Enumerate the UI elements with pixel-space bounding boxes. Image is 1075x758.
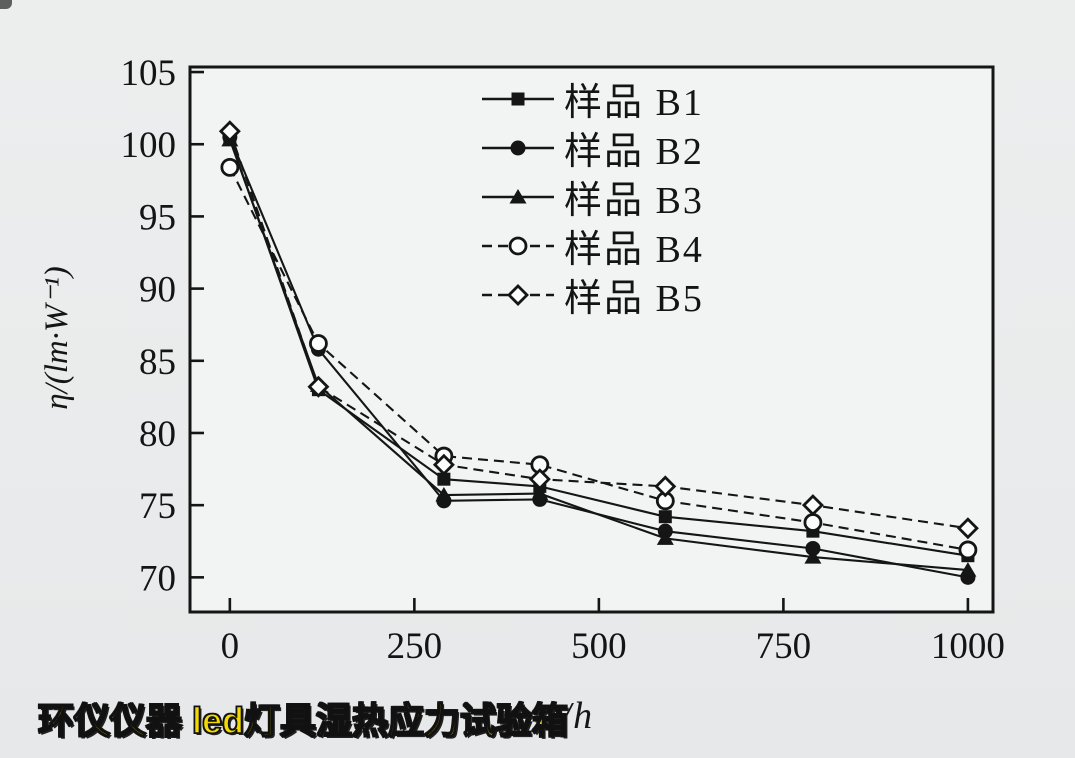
x-tick-label: 0 — [221, 626, 240, 667]
marker-filled-triangle — [509, 188, 527, 203]
y-tick-label: 75 — [139, 486, 176, 527]
legend-item-5: 样品 B5 — [482, 270, 704, 320]
marker-open-diamond — [654, 475, 677, 498]
marker-open-circle — [958, 540, 978, 560]
x-tick-label: 500 — [571, 626, 627, 667]
marker-open-circle — [220, 157, 240, 177]
y-tick-label: 80 — [139, 414, 176, 455]
marker-filled-triangle — [531, 485, 549, 501]
legend-marker-icon — [482, 92, 554, 105]
marker-filled-circle — [805, 540, 821, 556]
marker-open-diamond — [528, 468, 551, 491]
marker-open-diamond — [956, 517, 979, 540]
marker-filled-triangle — [804, 549, 822, 564]
y-axis-title: η/(lm·W⁻¹) — [39, 266, 75, 410]
x-tick-label: 750 — [756, 626, 812, 667]
marker-open-circle — [803, 513, 823, 532]
legend-marker-icon — [482, 140, 554, 155]
marker-filled-triangle — [656, 530, 674, 545]
y-tick-label: 100 — [121, 125, 177, 166]
legend-marker-icon — [482, 283, 554, 306]
legend-label: 样品 B2 — [564, 131, 704, 173]
marker-open-diamond — [507, 283, 529, 306]
x-axis-title: t/h — [548, 695, 595, 737]
y-tick-label: 105 — [121, 53, 177, 94]
marker-filled-square — [658, 510, 672, 524]
x-tick-label: 1000 — [931, 626, 1005, 667]
legend-label: 样品 B1 — [564, 82, 704, 124]
marker-open-circle — [508, 236, 528, 255]
marker-filled-triangle — [959, 562, 977, 577]
marker-open-diamond — [432, 453, 455, 476]
marker-open-circle — [309, 334, 328, 353]
x-tick-label: 250 — [387, 626, 443, 667]
legend-label: 样品 B3 — [564, 180, 704, 222]
y-tick-label: 85 — [139, 342, 176, 383]
legend-label: 样品 B5 — [564, 278, 704, 320]
legend-item-1: 样品 B1 — [482, 74, 704, 124]
y-tick-label: 70 — [139, 558, 176, 599]
legend-item-2: 样品 B2 — [482, 123, 704, 173]
marker-open-diamond — [307, 375, 330, 398]
legend-marker-icon — [482, 236, 554, 255]
legend-item-4: 样品 B4 — [482, 221, 704, 271]
scan-artifact — [0, 0, 12, 9]
legend-item-3: 样品 B3 — [482, 172, 704, 222]
legend-marker-icon — [482, 188, 554, 203]
marker-open-diamond — [801, 494, 824, 517]
watermark-text: 环仪仪器 led灯具湿热应力试验箱 — [37, 699, 569, 742]
y-tick-label: 90 — [139, 270, 176, 311]
marker-filled-square — [511, 92, 525, 105]
legend-label: 样品 B4 — [564, 229, 704, 271]
marker-filled-circle — [510, 140, 526, 155]
marker-open-diamond — [218, 120, 241, 143]
y-tick-label: 95 — [139, 197, 176, 238]
marker-filled-triangle — [435, 487, 453, 502]
chart-legend: 样品 B1 样品 B2 样品 B3 样品 B4 样品 B5 — [482, 74, 704, 320]
marker-filled-square — [437, 472, 451, 486]
